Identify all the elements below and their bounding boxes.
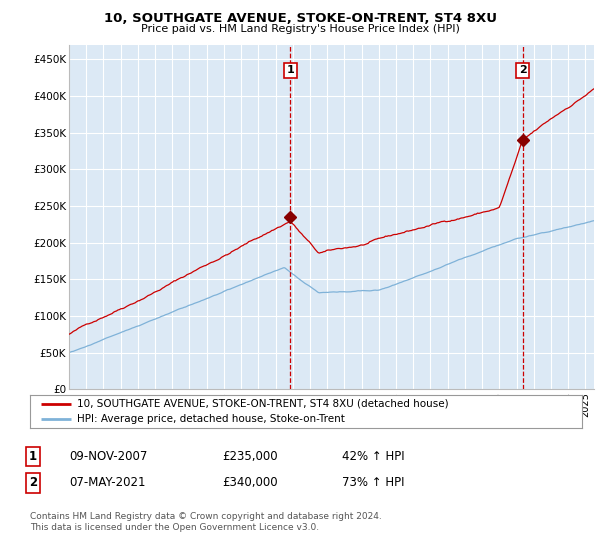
Text: £340,000: £340,000 (222, 476, 278, 489)
Text: Price paid vs. HM Land Registry's House Price Index (HPI): Price paid vs. HM Land Registry's House … (140, 24, 460, 34)
Text: 73% ↑ HPI: 73% ↑ HPI (342, 476, 404, 489)
Text: 09-NOV-2007: 09-NOV-2007 (69, 450, 148, 463)
Text: HPI: Average price, detached house, Stoke-on-Trent: HPI: Average price, detached house, Stok… (77, 414, 345, 424)
Text: 2: 2 (518, 66, 526, 76)
Text: 1: 1 (29, 450, 37, 463)
Text: 2: 2 (29, 476, 37, 489)
Text: 1: 1 (286, 66, 294, 76)
Text: 10, SOUTHGATE AVENUE, STOKE-ON-TRENT, ST4 8XU (detached house): 10, SOUTHGATE AVENUE, STOKE-ON-TRENT, ST… (77, 399, 449, 409)
Text: 07-MAY-2021: 07-MAY-2021 (69, 476, 146, 489)
Text: 42% ↑ HPI: 42% ↑ HPI (342, 450, 404, 463)
Text: £235,000: £235,000 (222, 450, 278, 463)
Text: Contains HM Land Registry data © Crown copyright and database right 2024.
This d: Contains HM Land Registry data © Crown c… (30, 512, 382, 532)
Text: 10, SOUTHGATE AVENUE, STOKE-ON-TRENT, ST4 8XU: 10, SOUTHGATE AVENUE, STOKE-ON-TRENT, ST… (104, 12, 497, 25)
